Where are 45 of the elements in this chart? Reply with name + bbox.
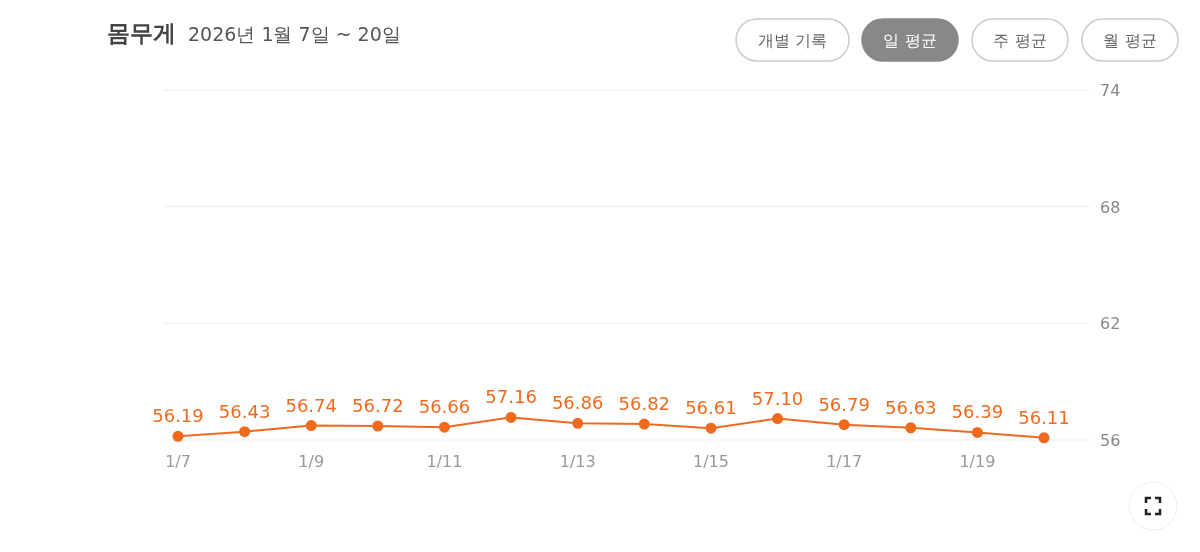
chart-subtitle: 2026년 1월 7일 ~ 20일: [188, 23, 401, 45]
text: 57.16: [485, 386, 537, 408]
x-tick-label: 1/17: [826, 452, 863, 471]
x-tick-label: 1/15: [692, 452, 729, 471]
point: [772, 413, 784, 425]
text: 56.43: [218, 400, 271, 422]
y-tick-label: 56: [1100, 431, 1121, 450]
point: [838, 419, 850, 431]
x-tick-label: 1/19: [959, 452, 996, 471]
text: 56.72: [352, 395, 404, 416]
chart-title: 몸무게: [107, 20, 176, 46]
x-tick-label: 1/7: [165, 452, 191, 471]
point: [305, 420, 317, 432]
x-tick-label: 1/9: [298, 452, 325, 471]
text: 56.79: [818, 393, 870, 415]
text: 56.61: [685, 397, 737, 419]
text: 56.39: [951, 401, 1004, 423]
point: [438, 421, 450, 433]
point: [1038, 432, 1050, 444]
point: [905, 422, 917, 434]
text: 주 평균: [993, 31, 1047, 50]
y-tick-label: 62: [1100, 314, 1121, 334]
point: [705, 422, 717, 434]
point: [239, 426, 251, 438]
text: 57.10: [751, 387, 804, 409]
text: 56.19: [152, 405, 204, 427]
point: [172, 430, 184, 442]
text: 56.11: [1018, 406, 1070, 428]
point: [372, 420, 384, 432]
text: 56.63: [885, 396, 937, 418]
text: 56.74: [285, 394, 337, 416]
text: 56.66: [418, 396, 471, 418]
text: 56.82: [618, 393, 671, 415]
text: 월 평균: [1103, 31, 1157, 50]
text: 56.86: [551, 392, 604, 414]
point: [572, 417, 584, 429]
text: 일 평균: [883, 31, 937, 50]
point: [971, 426, 983, 438]
point: [505, 411, 517, 423]
y-tick-label: 68: [1100, 197, 1121, 217]
y-tick-label: 74: [1100, 81, 1121, 100]
text: 개별 기록: [757, 31, 828, 50]
x-tick-label: 1/13: [559, 452, 596, 471]
x-tick-label: 1/11: [426, 452, 463, 471]
point: [638, 418, 650, 430]
